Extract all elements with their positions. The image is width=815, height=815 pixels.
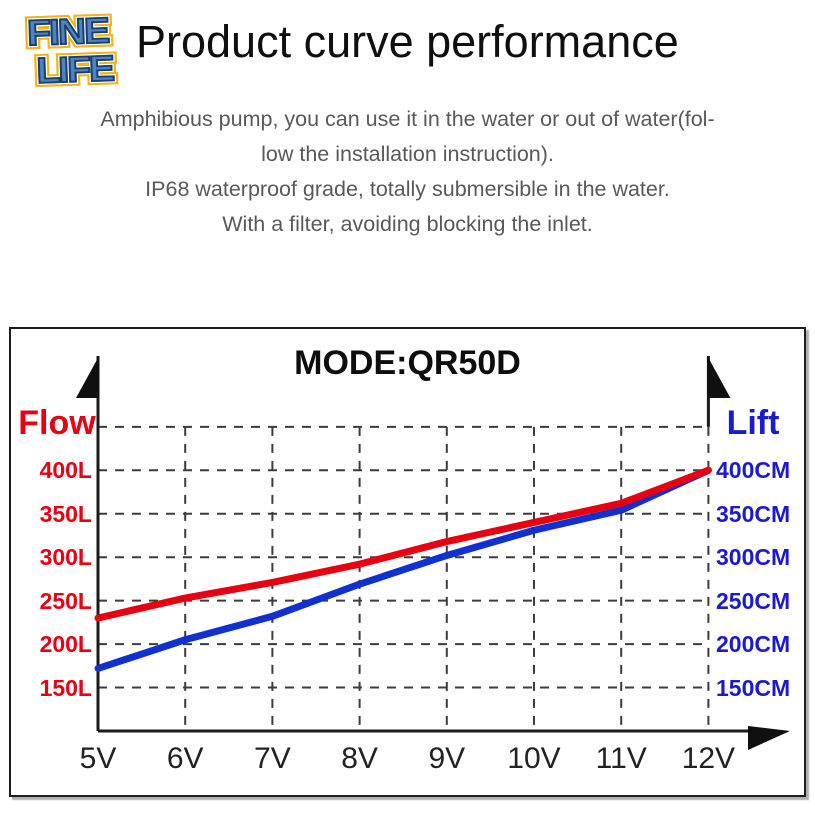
chart-title: MODE:QR50D <box>294 344 521 382</box>
description-line: low the installation instruction). <box>261 142 554 166</box>
product-description: Amphibious pump, you can use it in the w… <box>0 102 815 242</box>
performance-chart-box <box>9 327 806 797</box>
logo-text-layer: LIFE <box>35 48 115 92</box>
brand-logo: FINE FINE FINE LIFE LIFE LIFE <box>16 2 149 106</box>
page-title: Product curve performance <box>136 16 679 67</box>
logo-text-layer: FINE <box>26 10 110 54</box>
description-line: With a filter, avoiding blocking the inl… <box>222 212 593 236</box>
lift-axis-label: Lift <box>726 404 780 442</box>
flow-axis-label: Flow <box>18 404 96 442</box>
description-line: IP68 waterproof grade, totally submersib… <box>145 177 670 201</box>
description-line: Amphibious pump, you can use it in the w… <box>100 107 715 131</box>
